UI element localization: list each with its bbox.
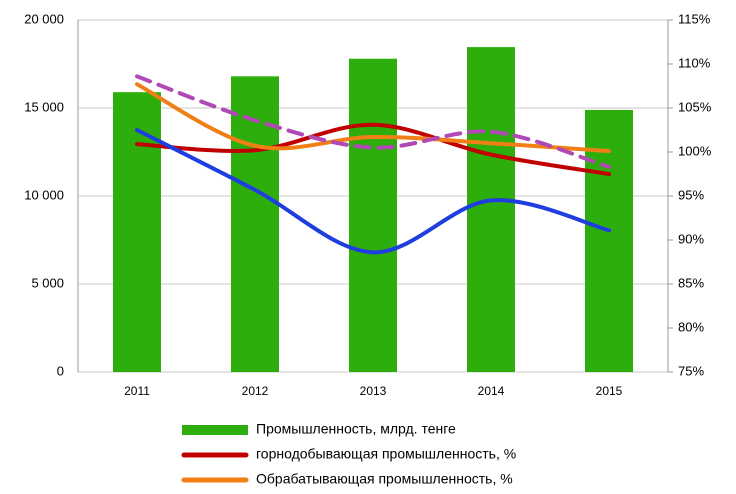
y2-tick-label: 110% (678, 55, 711, 70)
y-tick-label: 15 000 (24, 99, 64, 114)
line (135, 122, 611, 176)
y2-tick-label: 95% (678, 187, 704, 202)
y2-tick-label: 85% (678, 275, 704, 290)
y2-tick-label: 90% (678, 231, 704, 246)
x-tick-label: 2014 (478, 384, 505, 398)
y-tick-label: 10 000 (24, 187, 64, 202)
x-tick-label: 2013 (360, 384, 387, 398)
legend-swatch (182, 425, 248, 435)
line (135, 128, 611, 255)
x-tick-label: 2015 (596, 384, 623, 398)
bar (467, 47, 515, 372)
bar (349, 58, 397, 372)
bar (585, 109, 633, 372)
line (135, 74, 611, 169)
x-tick-label: 2012 (242, 384, 269, 398)
legend-label: Обрабатывающая промышленность, % (256, 471, 513, 487)
y2-tick-label: 115% (678, 11, 711, 26)
bar (113, 92, 161, 372)
y2-tick-label: 75% (678, 363, 704, 378)
y-tick-label: 20 000 (24, 11, 64, 26)
y2-tick-label: 100% (678, 143, 712, 158)
y-tick-label: 0 (57, 363, 64, 378)
y2-tick-label: 80% (678, 319, 704, 334)
x-tick-label: 2011 (124, 384, 150, 398)
legend-label: Промышленность, млрд. тенге (256, 421, 456, 437)
y-tick-label: 5 000 (31, 275, 64, 290)
legend-label: горнодобывающая промышленность, % (256, 446, 516, 462)
y2-tick-label: 105% (678, 99, 712, 114)
line (135, 82, 611, 154)
